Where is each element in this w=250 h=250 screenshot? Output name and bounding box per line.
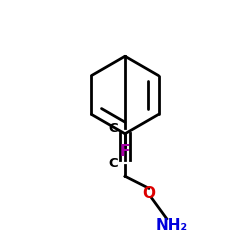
Text: O: O	[142, 186, 155, 201]
Text: C: C	[108, 157, 118, 170]
Text: C: C	[108, 122, 118, 135]
Text: NH₂: NH₂	[155, 218, 187, 232]
Text: F: F	[120, 144, 130, 159]
